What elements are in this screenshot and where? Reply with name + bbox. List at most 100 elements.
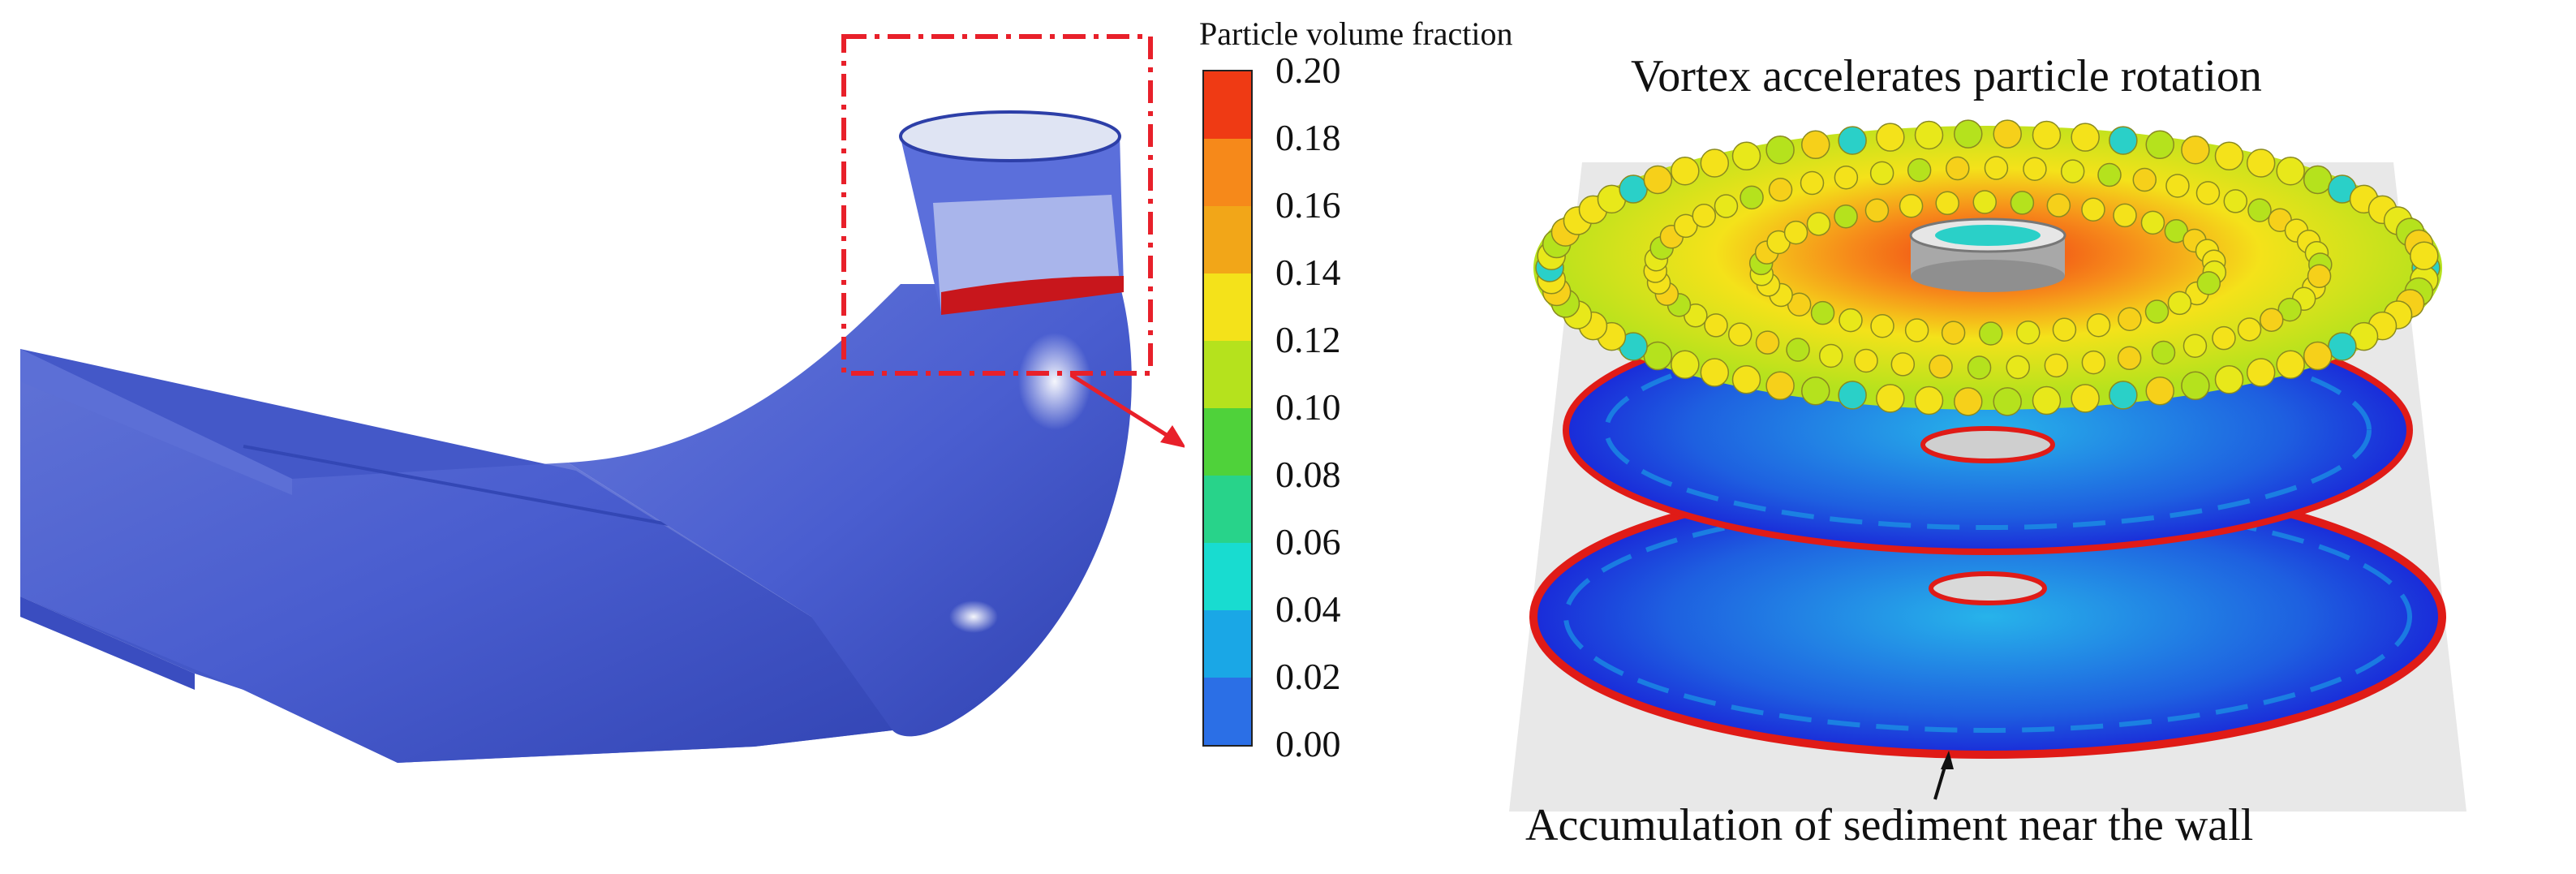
particle-sphere (1692, 204, 1717, 228)
particle-sphere (1864, 198, 1890, 223)
particle-sphere (1876, 123, 1905, 152)
particle-sphere (1907, 157, 1932, 183)
particle-sphere (2247, 198, 2272, 222)
draft-tube-inlet-rim (899, 110, 1121, 162)
particle-sphere (2223, 189, 2248, 213)
particle-sphere (2032, 385, 2062, 415)
particle-sphere (1914, 120, 1944, 150)
particle-sphere (1786, 338, 1810, 362)
colorbar-tick-label: 0.12 (1275, 319, 1341, 360)
particle-sphere (1801, 376, 1830, 406)
legend-title: Particle volume fraction (1199, 15, 1513, 52)
particle-sphere (2032, 120, 2062, 150)
particle-sphere (1643, 341, 1673, 371)
particle-sphere (1643, 165, 1673, 195)
particle-sphere (2307, 264, 2332, 289)
particle-sphere (1984, 156, 2009, 180)
colorbar-tick-label: 0.20 (1275, 50, 1341, 91)
particle-sphere (2181, 371, 2210, 401)
particle-sphere (2140, 210, 2165, 235)
particle-sphere (1978, 321, 2003, 346)
particle-sphere (1941, 321, 1966, 345)
particle-sphere (2167, 291, 2192, 316)
runner-particle-model (1509, 119, 2466, 812)
particle-sphere (2151, 340, 2176, 365)
particle-sphere (1700, 358, 1730, 387)
particle-sphere (2046, 193, 2071, 217)
particle-sphere (2109, 126, 2138, 155)
particle-sphere (1914, 385, 1944, 415)
particle-sphere (2212, 325, 2236, 351)
sediment-annotation: Accumulation of sediment near the wall (1525, 800, 2254, 850)
particle-sphere (2195, 181, 2221, 205)
particle-sphere (1765, 371, 1795, 401)
particle-sphere (2052, 317, 2077, 342)
particle-sphere (2196, 271, 2221, 295)
particle-sphere (1714, 194, 1739, 218)
particle-sphere (1946, 156, 1970, 181)
particle-sphere (2010, 191, 2035, 215)
particle-sphere (1935, 191, 1959, 216)
particle-sphere (2237, 317, 2262, 342)
particle-sphere (1768, 178, 1793, 202)
colorbar-tick-label: 0.08 (1275, 454, 1341, 495)
particle-sphere (2044, 353, 2069, 378)
colorbar-tick-label: 0.10 (1275, 386, 1341, 428)
particle-sphere (1727, 322, 1752, 347)
particle-sphere (2181, 135, 2210, 165)
particle-sphere (1674, 213, 1698, 239)
particle-sphere (2023, 157, 2047, 181)
particle-sphere (1854, 348, 1878, 373)
colorbar-tick-label: 0.16 (1275, 184, 1341, 226)
particle-sphere (2246, 358, 2276, 387)
particle-sphere (1700, 149, 1730, 178)
colorbar-segment (1204, 71, 1251, 139)
particle-sphere (2132, 167, 2157, 192)
particle-sphere (2144, 299, 2170, 324)
colorbar-segment (1204, 206, 1251, 273)
particle-sphere (2303, 165, 2333, 195)
colorbar-tick-label: 0.00 (1275, 723, 1341, 764)
particle-sphere (2060, 159, 2085, 183)
particle-sphere (2109, 381, 2138, 410)
particle-sphere (1869, 161, 1894, 186)
particle-sphere (2081, 350, 2106, 375)
particle-sphere (1765, 135, 1795, 165)
particle-sphere (2118, 307, 2142, 331)
particle-sphere (2410, 241, 2439, 270)
particle-sphere (1838, 308, 1863, 333)
particle-sphere (1731, 141, 1761, 171)
particle-sphere (1834, 205, 1858, 229)
particle-sphere (1704, 313, 1728, 338)
particle-sphere (1993, 119, 2022, 149)
particle-sphere (1801, 130, 1830, 160)
particle-sphere (1800, 170, 1825, 196)
colorbar-tick-label: 0.02 (1275, 656, 1341, 697)
particle-sphere (2165, 174, 2190, 198)
particle-sphere (2006, 355, 2030, 380)
particle-sphere (2113, 203, 2137, 228)
particle-sphere (1876, 384, 1905, 413)
particle-sphere (1954, 119, 1983, 149)
colorbar (1202, 70, 1253, 747)
pointer-arrow (1069, 372, 1180, 445)
particle-sphere (2214, 364, 2244, 394)
particle-sphere (2276, 156, 2305, 186)
particle-sphere (1870, 313, 1894, 338)
particle-sphere (1929, 355, 1953, 379)
particle-sphere (2016, 320, 2041, 345)
particle-sphere (1731, 364, 1761, 394)
colorbar-tick-label: 0.06 (1275, 521, 1341, 562)
colorbar-segment (1204, 139, 1251, 206)
colorbar-segment (1204, 543, 1251, 610)
vortex-annotation: Vortex accelerates particle rotation (1631, 51, 2262, 101)
colorbar-segment (1204, 273, 1251, 341)
particle-sphere (2259, 308, 2284, 332)
particle-sphere (1967, 355, 1992, 380)
particle-sphere (1818, 343, 1843, 368)
particle-sphere (1740, 185, 1764, 210)
particle-sphere (2246, 149, 2276, 178)
particle-sphere (2117, 346, 2142, 371)
colorbar-segment (1204, 476, 1251, 543)
particle-sphere (1806, 212, 1831, 236)
